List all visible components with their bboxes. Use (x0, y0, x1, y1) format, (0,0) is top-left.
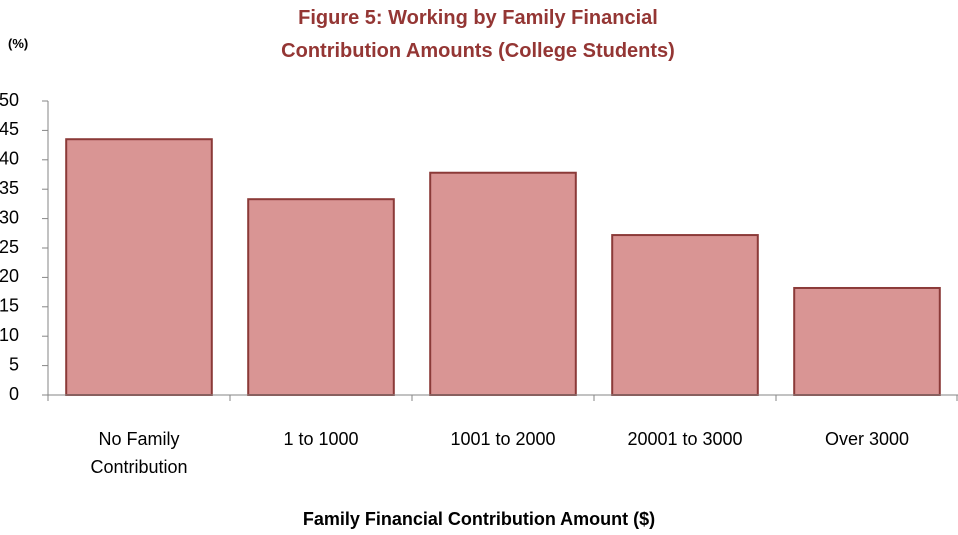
y-tick-label: 50 (0, 90, 19, 110)
y-tick-label: 15 (0, 296, 19, 316)
x-tick-label: 1 to 1000 (283, 429, 359, 449)
y-tick-label: 45 (0, 119, 19, 139)
y-tick-label: 20 (0, 266, 19, 286)
y-axis-label: (%) (8, 36, 29, 51)
y-tick-label: 25 (0, 237, 19, 257)
y-tick-label: 35 (0, 178, 19, 198)
x-tick-label: 1001 to 2000 (450, 429, 556, 449)
bar (611, 234, 759, 396)
x-axis-label: Family Financial Contribution Amount ($) (302, 509, 656, 529)
x-tick-label: 20001 to 3000 (627, 429, 743, 449)
x-tick-label: No Family Contribution (90, 429, 188, 477)
y-tick-label: 0 (9, 384, 19, 404)
bar (65, 138, 213, 396)
bar (429, 171, 577, 396)
bar (793, 286, 941, 397)
chart-title: Figure 5: Working by Family Financial Co… (281, 7, 675, 62)
y-tick-label: 5 (9, 354, 19, 374)
x-tick-label: Over 3000 (824, 429, 910, 449)
y-tick-label: 40 (0, 149, 19, 169)
y-tick-label: 10 (0, 325, 19, 345)
y-tick-label: 30 (0, 207, 19, 227)
bar (247, 198, 395, 396)
